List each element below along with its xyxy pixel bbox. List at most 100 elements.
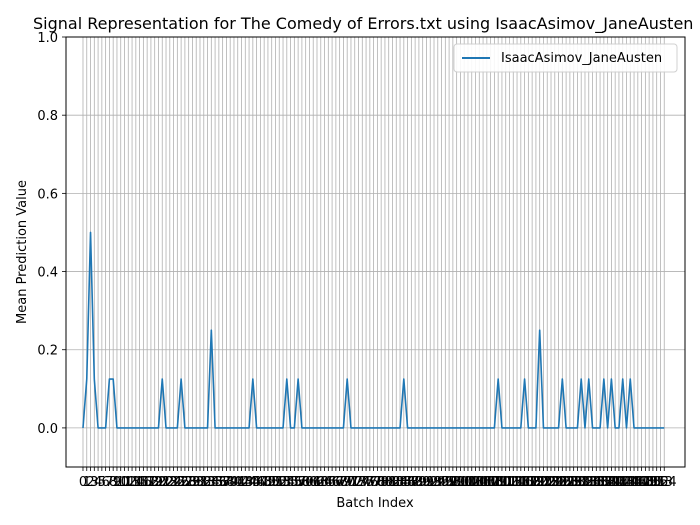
series-layer — [82, 231, 665, 429]
x-tick-label: 105 — [467, 475, 492, 490]
x-tick-label: 98 — [445, 475, 462, 490]
x-tick-label: 138 — [591, 475, 616, 490]
x-tick-label: 126 — [546, 475, 571, 490]
x-tick-label: 56 — [286, 475, 303, 490]
x-tick-label: 19 — [146, 475, 163, 490]
y-tick-label: 0.0 — [37, 422, 58, 437]
x-tick-label: 137 — [588, 475, 613, 490]
x-tick-label: 28 — [180, 475, 197, 490]
x-tick-label: 114 — [501, 475, 526, 490]
x-tick-label: 37 — [214, 475, 231, 490]
x-tick-label: 113 — [497, 475, 522, 490]
x-tick-label: 18 — [143, 475, 160, 490]
x-tick-label: 26 — [173, 475, 190, 490]
x-tick-label: 82 — [384, 475, 401, 490]
x-tick-label: 131 — [565, 475, 590, 490]
x-tick-label: 46 — [248, 475, 265, 490]
x-tick-label: 101 — [452, 475, 477, 490]
x-tick-label: 58 — [294, 475, 311, 490]
x-tick-label: 148 — [629, 475, 654, 490]
x-tick-label: 14 — [128, 475, 145, 490]
x-tick-label: 70 — [339, 475, 356, 490]
x-tick-label: 95 — [433, 475, 450, 490]
x-axis-label: Batch Index — [336, 496, 414, 511]
x-tick-label: 21 — [154, 475, 171, 490]
x-tick-label: 154 — [652, 475, 677, 490]
x-tick-label: 67 — [328, 475, 345, 490]
x-tick-label: 119 — [520, 475, 545, 490]
x-tick-label: 53 — [275, 475, 292, 490]
x-tick-label: 92 — [422, 475, 439, 490]
x-tick-label: 108 — [478, 475, 503, 490]
y-tick-label: 0.4 — [37, 266, 58, 281]
x-tick-label: 143 — [610, 475, 635, 490]
x-grid — [82, 37, 665, 467]
x-tick-label: 6 — [101, 475, 109, 490]
x-tick-label: 55 — [282, 475, 299, 490]
x-tick-label: 151 — [641, 475, 666, 490]
x-tick-label: 139 — [595, 475, 620, 490]
series-line-0 — [82, 231, 665, 429]
x-tick-label: 5 — [98, 475, 106, 490]
x-tick-label: 111 — [490, 475, 515, 490]
x-tick-label: 32 — [195, 475, 212, 490]
x-tick-label: 3 — [90, 475, 98, 490]
x-tick-label: 40 — [226, 475, 243, 490]
x-tick-label: 20 — [150, 475, 167, 490]
x-tick-label: 16 — [135, 475, 152, 490]
x-tick-label: 48 — [256, 475, 273, 490]
plot-frame — [65, 36, 686, 468]
x-tick-label: 134 — [576, 475, 601, 490]
x-tick-label: 23 — [162, 475, 179, 490]
x-tick-label: 39 — [222, 475, 239, 490]
x-tick-label: 84 — [392, 475, 409, 490]
x-tick-label: 120 — [523, 475, 548, 490]
x-tick-label: 12 — [120, 475, 137, 490]
x-tick-label: 125 — [542, 475, 567, 490]
x-tick-label: 141 — [603, 475, 628, 490]
x-tick-label: 33 — [199, 475, 216, 490]
x-tick-label: 117 — [512, 475, 537, 490]
chart-title: Signal Representation for The Comedy of … — [33, 14, 693, 34]
x-tick-label: 43 — [237, 475, 254, 490]
x-tick-label: 73 — [350, 475, 367, 490]
x-tick-label: 121 — [527, 475, 552, 490]
x-tick-label: 88 — [407, 475, 424, 490]
x-tick-label: 80 — [377, 475, 394, 490]
x-tick-label: 87 — [403, 475, 420, 490]
x-tick-label: 15 — [131, 475, 148, 490]
x-tick-label: 51 — [267, 475, 284, 490]
x-tick-label: 83 — [388, 475, 405, 490]
x-tick-label: 30 — [188, 475, 205, 490]
x-tick-label: 145 — [618, 475, 643, 490]
x-tick-label: 85 — [396, 475, 413, 490]
y-axis-label: Mean Prediction Value — [15, 180, 30, 324]
x-tick-label: 109 — [482, 475, 507, 490]
x-tick-label: 72 — [346, 475, 363, 490]
x-tick-label: 112 — [493, 475, 518, 490]
x-tick-label: 153 — [648, 475, 673, 490]
x-tick-label: 127 — [550, 475, 575, 490]
x-tick-label: 61 — [305, 475, 322, 490]
y-tick-label: 1.0 — [37, 31, 58, 46]
x-tick-label: 38 — [218, 475, 235, 490]
x-tick-label: 9 — [113, 475, 121, 490]
x-tick-label: 132 — [569, 475, 594, 490]
x-tick-label: 140 — [599, 475, 624, 490]
x-tick-label: 135 — [580, 475, 605, 490]
x-tick-label: 24 — [165, 475, 182, 490]
legend-series-label: IsaacAsimov_JaneAusten — [501, 51, 662, 66]
x-tick-label: 124 — [539, 475, 564, 490]
x-tick-label: 50 — [263, 475, 280, 490]
x-tick-label: 10 — [112, 475, 129, 490]
x-tick-label: 104 — [463, 475, 488, 490]
x-tick-label: 91 — [418, 475, 435, 490]
x-tick-label: 66 — [324, 475, 341, 490]
x-tick-label: 75 — [358, 475, 375, 490]
legend-box — [453, 43, 678, 73]
x-tick-label: 86 — [399, 475, 416, 490]
x-tick-label: 106 — [471, 475, 496, 490]
x-tick-label: 76 — [362, 475, 379, 490]
x-tick-label: 77 — [365, 475, 382, 490]
x-tick-label: 54 — [279, 475, 296, 490]
